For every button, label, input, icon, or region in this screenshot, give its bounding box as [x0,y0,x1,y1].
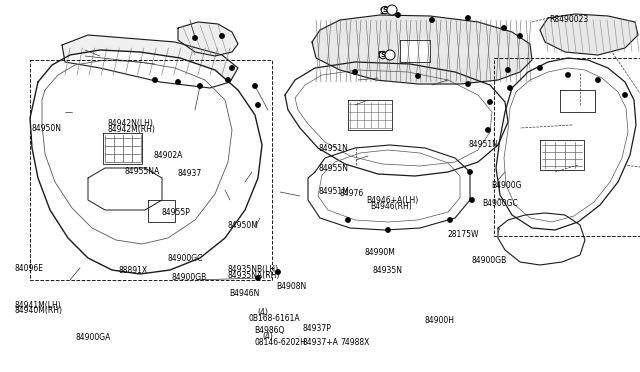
Text: 84900GB: 84900GB [471,256,506,265]
Text: 84955N: 84955N [319,164,349,173]
Circle shape [430,18,434,22]
Circle shape [466,16,470,20]
Text: S: S [383,7,387,13]
Text: 84951N: 84951N [319,144,349,153]
Circle shape [566,73,570,77]
Text: 84951M: 84951M [319,187,349,196]
Circle shape [623,93,627,97]
Circle shape [518,34,522,38]
Text: B4946(RH): B4946(RH) [370,202,412,211]
Circle shape [448,218,452,222]
Text: 84902A: 84902A [154,151,183,160]
Circle shape [220,34,224,38]
Text: B4946N: B4946N [229,289,259,298]
Polygon shape [30,50,262,274]
Circle shape [466,82,470,86]
Circle shape [256,276,260,280]
Polygon shape [312,15,532,84]
Text: S: S [378,51,383,61]
Text: 84935NB(LH): 84935NB(LH) [227,265,278,274]
Circle shape [506,68,510,72]
Text: 84976: 84976 [339,189,364,198]
Text: 08146-6202H: 08146-6202H [255,339,307,347]
Polygon shape [62,35,238,88]
Text: 88891X: 88891X [118,266,148,275]
Polygon shape [400,40,430,62]
Text: 84096E: 84096E [14,264,43,273]
Text: (4): (4) [262,332,273,341]
Circle shape [386,228,390,232]
Text: 84941M(LH): 84941M(LH) [14,301,61,310]
Bar [494,58,640,236]
Circle shape [488,100,492,104]
Text: 84942M(RH): 84942M(RH) [108,125,156,134]
Circle shape [486,128,490,132]
Text: 84937: 84937 [178,169,202,178]
Text: (4): (4) [257,308,268,317]
Circle shape [193,36,197,40]
Polygon shape [285,62,508,176]
Circle shape [468,170,472,174]
Circle shape [538,66,542,70]
Text: 84940M(RH): 84940M(RH) [14,307,62,315]
Circle shape [346,218,350,222]
Text: 84990M: 84990M [365,248,396,257]
Text: S: S [380,6,385,16]
Polygon shape [498,213,585,265]
Text: 84955NA: 84955NA [125,167,160,176]
Circle shape [396,13,400,17]
Text: 84950M: 84950M [228,221,259,230]
Circle shape [276,270,280,274]
Circle shape [470,198,474,202]
Text: S: S [381,52,385,58]
Text: 84900GA: 84900GA [76,333,111,341]
Polygon shape [496,58,636,230]
Text: 84951N: 84951N [468,140,499,149]
Text: B4946+A(LH): B4946+A(LH) [366,196,419,205]
Text: R8490023: R8490023 [549,15,588,24]
Text: B4908N: B4908N [276,282,307,291]
Text: 84900H: 84900H [425,316,455,325]
Text: 84950N: 84950N [32,124,62,133]
Text: B4900G: B4900G [492,181,522,190]
Text: 84900GC: 84900GC [168,254,203,263]
Polygon shape [540,14,638,55]
Circle shape [256,103,260,107]
Text: 28175W: 28175W [448,230,479,239]
Text: 84955P: 84955P [161,208,190,217]
Circle shape [596,78,600,82]
Text: 84942N(LH): 84942N(LH) [108,119,154,128]
Text: B4986Q: B4986Q [255,326,285,335]
Circle shape [502,26,506,30]
Circle shape [198,84,202,88]
Circle shape [387,5,397,15]
Circle shape [508,86,512,90]
Text: 84937P: 84937P [303,324,332,333]
Circle shape [153,78,157,82]
Text: B4900GC: B4900GC [483,199,518,208]
Circle shape [176,80,180,84]
Text: 74988X: 74988X [340,339,370,347]
Circle shape [385,50,395,60]
Text: 84935NA(RH): 84935NA(RH) [227,271,280,280]
Text: 0B168-6161A: 0B168-6161A [248,314,300,323]
Circle shape [253,84,257,88]
Circle shape [226,78,230,82]
Polygon shape [178,22,238,56]
Circle shape [416,74,420,78]
Text: 84937+A: 84937+A [303,339,339,347]
Circle shape [230,66,234,70]
Circle shape [353,70,357,74]
Bar [30,60,272,280]
Text: 84900GB: 84900GB [172,273,207,282]
Polygon shape [308,145,470,230]
Text: 84935N: 84935N [372,266,403,275]
